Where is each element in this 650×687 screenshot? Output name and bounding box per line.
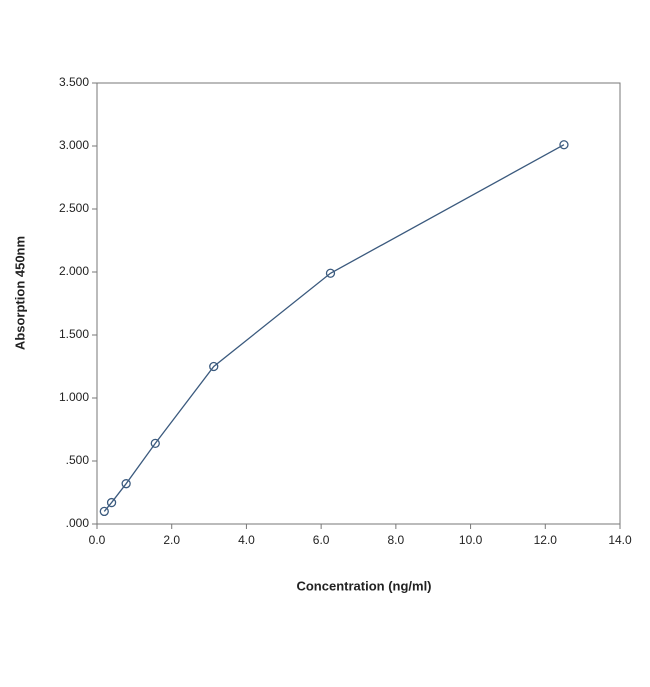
x-tick-label: 6.0 bbox=[313, 533, 330, 547]
y-tick-label: .000 bbox=[66, 516, 90, 530]
y-tick-label: 2.000 bbox=[59, 264, 89, 278]
x-axis-title: Concentration (ng/ml) bbox=[296, 578, 431, 593]
series-line bbox=[103, 144, 565, 512]
y-axis-title: Absorption 450nm bbox=[12, 236, 27, 350]
x-tick-label: 0.0 bbox=[89, 533, 106, 547]
y-tick-label: 3.000 bbox=[59, 138, 89, 152]
x-tick-label: 8.0 bbox=[388, 533, 405, 547]
data-point bbox=[325, 268, 336, 278]
data-point bbox=[99, 506, 109, 517]
x-tick-label: 14.0 bbox=[608, 533, 632, 547]
y-tick-label: 1.000 bbox=[59, 390, 89, 404]
y-tick-label: .500 bbox=[66, 453, 90, 467]
data-point bbox=[209, 361, 219, 372]
data-point bbox=[150, 438, 160, 449]
y-tick-label: 1.500 bbox=[59, 327, 89, 341]
plot-frame bbox=[96, 82, 621, 525]
data-point bbox=[121, 479, 131, 489]
x-tick-label: 2.0 bbox=[163, 533, 180, 547]
y-tick-label: 3.500 bbox=[59, 75, 89, 89]
y-tick-label: 2.500 bbox=[59, 201, 89, 215]
x-tick-label: 10.0 bbox=[459, 533, 483, 547]
data-point bbox=[559, 140, 569, 150]
x-tick-label: 12.0 bbox=[534, 533, 558, 547]
x-tick-label: 4.0 bbox=[238, 533, 255, 547]
data-point bbox=[106, 497, 117, 508]
